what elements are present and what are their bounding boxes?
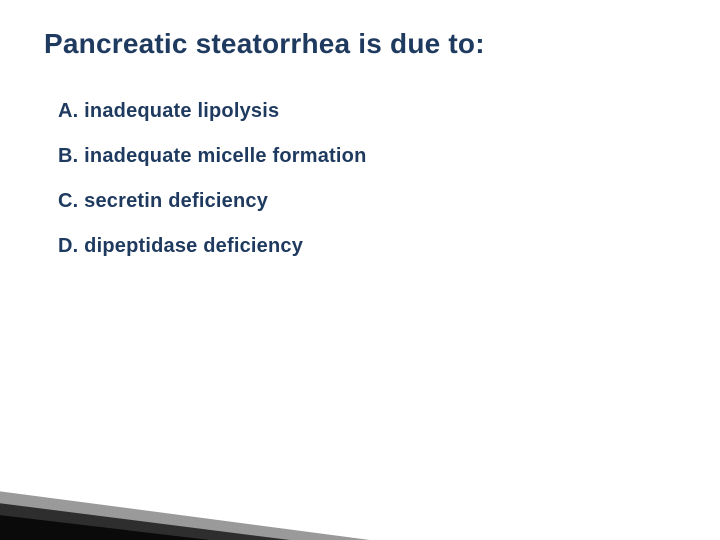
wedge-dark	[0, 502, 290, 540]
options-list: A. inadequate lipolysis B. inadequate mi…	[44, 100, 676, 258]
wedge-black	[0, 514, 210, 540]
option-c: C. secretin deficiency	[58, 190, 676, 213]
wedge-light	[0, 490, 370, 540]
option-b: B. inadequate micelle formation	[58, 145, 676, 168]
slide-title: Pancreatic steatorrhea is due to:	[44, 28, 676, 60]
option-d: D. dipeptidase deficiency	[58, 235, 676, 258]
slide: Pancreatic steatorrhea is due to: A. ina…	[0, 0, 720, 540]
corner-swoosh-icon	[0, 470, 370, 540]
option-a: A. inadequate lipolysis	[58, 100, 676, 123]
